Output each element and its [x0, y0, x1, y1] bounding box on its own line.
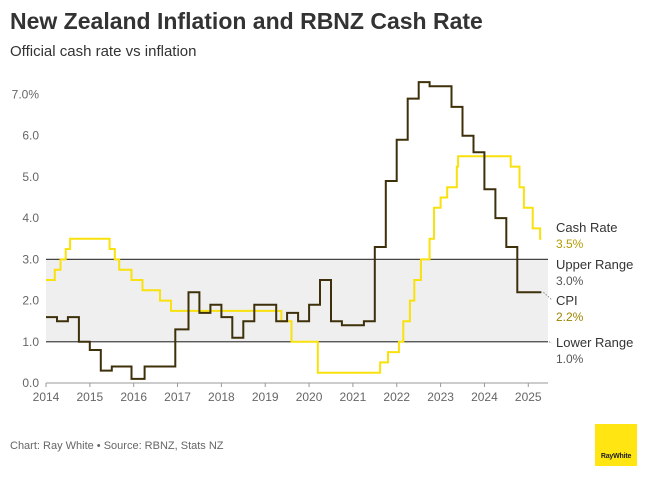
x-tick-label: 2023	[427, 390, 454, 404]
x-tick-label: 2017	[164, 390, 191, 404]
cpi-label: CPI	[556, 293, 578, 308]
y-tick-label: 4.0	[22, 211, 39, 225]
y-tick-label: 0.0	[22, 376, 39, 390]
cash-rate-line	[46, 155, 542, 374]
x-tick-label: 2016	[120, 390, 147, 404]
cpi-value: 2.2%	[556, 310, 584, 324]
lower-range-connector	[548, 341, 553, 344]
x-tick-label: 2022	[383, 390, 410, 404]
x-tick-label: 2019	[252, 390, 279, 404]
cash-rate-value: 3.5%	[556, 237, 584, 251]
x-tick-label: 2018	[208, 390, 235, 404]
logo-text: RayWhite	[600, 453, 632, 460]
x-tick-label: 2021	[340, 390, 367, 404]
y-tick-label: 2.0	[22, 294, 39, 308]
chart-source: Chart: Ray White • Source: RBNZ, Stats N…	[10, 440, 224, 452]
y-tick-label: 5.0	[22, 170, 39, 184]
chart-subtitle: Official cash rate vs inflation	[10, 43, 197, 60]
y-tick-label: 3.0	[22, 252, 39, 266]
y-tick-label: 6.0	[22, 129, 39, 143]
target-band	[46, 259, 548, 342]
lower-range-label: Lower Range	[556, 335, 633, 350]
y-tick-label: 1.0	[22, 335, 39, 349]
x-tick-label: 2014	[33, 390, 60, 404]
x-tick-label: 2025	[515, 390, 542, 404]
cpi-line	[46, 81, 542, 380]
y-tick-label: 7.0%	[12, 87, 40, 101]
lower-range-value: 1.0%	[556, 352, 584, 366]
cpi-connector	[543, 292, 553, 301]
x-tick-label: 2015	[76, 390, 103, 404]
upper-range-value: 3.0%	[556, 274, 584, 288]
chart-title: New Zealand Inflation and RBNZ Cash Rate	[10, 8, 483, 34]
x-tick-label: 2024	[471, 390, 498, 404]
x-tick-label: 2020	[296, 390, 323, 404]
upper-range-label: Upper Range	[556, 257, 633, 272]
cash-rate-label: Cash Rate	[556, 220, 617, 235]
ray-white-logo: RayWhite	[595, 424, 637, 466]
